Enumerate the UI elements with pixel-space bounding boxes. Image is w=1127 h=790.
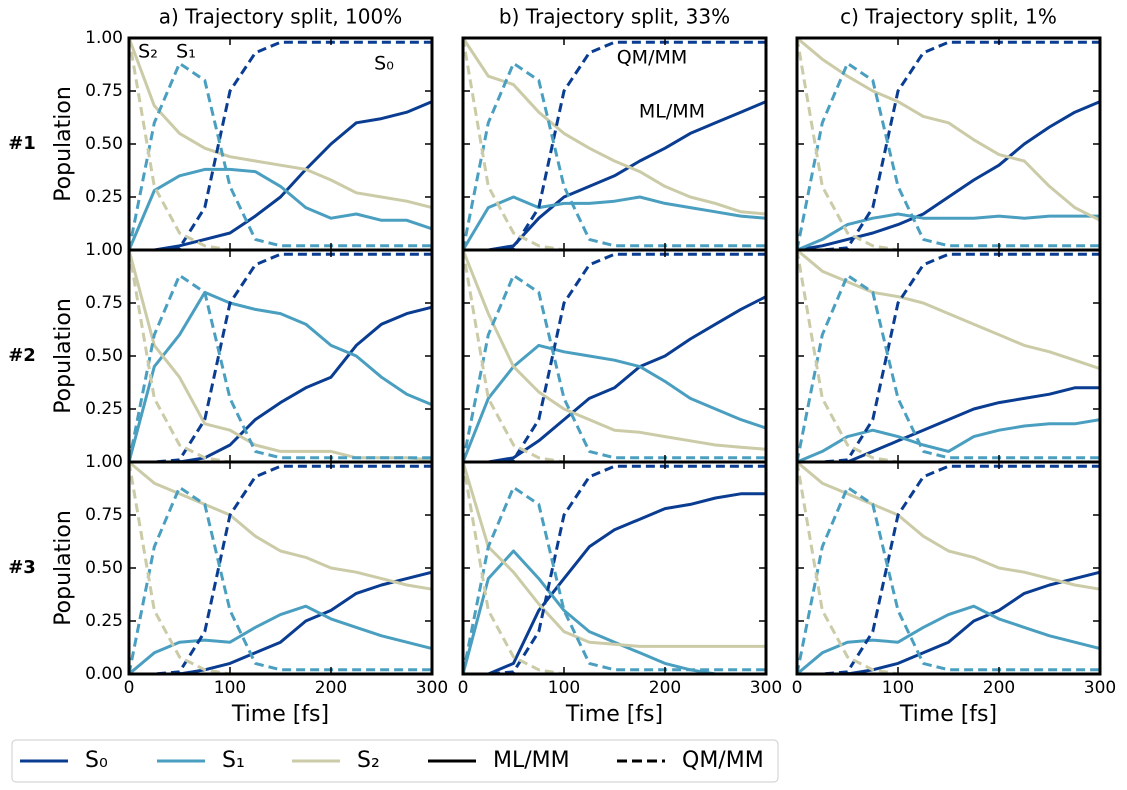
y-axis-label: Population bbox=[51, 86, 76, 202]
y-axis-label: Population bbox=[51, 510, 76, 626]
qm-line bbox=[129, 40, 432, 252]
qm-line bbox=[129, 252, 432, 464]
x-tick-label: 300 bbox=[416, 678, 448, 698]
ml-line bbox=[796, 100, 1101, 252]
y-tick-label: 1.00 bbox=[85, 240, 123, 260]
qm-line bbox=[461, 485, 766, 675]
ml-line bbox=[796, 248, 1101, 371]
ml-line bbox=[463, 492, 766, 676]
x-axis-label: Time [fs] bbox=[231, 702, 329, 727]
qm-line bbox=[795, 61, 1100, 251]
ml-line bbox=[796, 604, 1101, 676]
ml-line bbox=[796, 212, 1100, 252]
qm-line bbox=[127, 249, 432, 464]
annotation: S₂ bbox=[138, 41, 158, 63]
plot-frame bbox=[461, 36, 768, 252]
qm-line bbox=[463, 252, 766, 464]
x-axis-label: Time [fs] bbox=[565, 702, 663, 727]
ml-line bbox=[127, 249, 433, 462]
row-label: #1 bbox=[8, 133, 36, 154]
ml-line bbox=[129, 100, 433, 252]
ml-line bbox=[127, 37, 433, 210]
legend-box bbox=[11, 739, 779, 783]
qm-line bbox=[127, 61, 432, 251]
x-tick-label: 300 bbox=[750, 678, 782, 698]
ml-line bbox=[463, 100, 767, 252]
x-tick-label: 0 bbox=[792, 678, 803, 698]
x-tick-label: 100 bbox=[882, 678, 914, 698]
ml-line bbox=[796, 418, 1101, 464]
y-tick-label: 0.25 bbox=[85, 611, 123, 631]
x-tick-label: 300 bbox=[1084, 678, 1116, 698]
ml-line bbox=[129, 570, 433, 676]
legend-label: S₂ bbox=[357, 748, 380, 773]
legend-label: ML/MM bbox=[493, 748, 570, 773]
qm-line bbox=[797, 464, 1100, 676]
x-tick-label: 100 bbox=[548, 678, 580, 698]
qm-line bbox=[797, 252, 1100, 464]
y-tick-label: 0.50 bbox=[85, 558, 123, 578]
y-tick-label: 0.00 bbox=[85, 664, 123, 684]
y-tick-label: 0.75 bbox=[85, 81, 123, 101]
ml-line bbox=[127, 167, 433, 251]
qm-line bbox=[463, 464, 766, 676]
annotation: ML/MM bbox=[639, 101, 705, 123]
y-tick-label: 0.50 bbox=[85, 134, 123, 154]
x-axis-label: Time [fs] bbox=[899, 702, 997, 727]
legend-label: QM/MM bbox=[682, 748, 764, 773]
qm-line bbox=[129, 464, 432, 676]
qm-line bbox=[461, 61, 766, 251]
y-tick-label: 0.75 bbox=[85, 293, 123, 313]
ml-line bbox=[463, 295, 767, 464]
plot-frame bbox=[127, 248, 434, 464]
annotation: S₁ bbox=[176, 41, 196, 63]
ml-line bbox=[461, 249, 767, 451]
x-tick-label: 100 bbox=[214, 678, 246, 698]
qm-line bbox=[797, 40, 1100, 252]
row-label: #3 bbox=[8, 557, 36, 578]
legend-label: S₁ bbox=[222, 748, 245, 773]
ml-line bbox=[797, 570, 1101, 676]
qm-line bbox=[461, 37, 766, 252]
row-label: #2 bbox=[8, 345, 36, 366]
x-tick-label: 200 bbox=[649, 678, 681, 698]
x-tick-label: 200 bbox=[983, 678, 1015, 698]
y-tick-label: 0.25 bbox=[85, 187, 123, 207]
ml-line bbox=[796, 36, 1101, 222]
plot-frame bbox=[795, 248, 1102, 464]
ml-line bbox=[461, 37, 767, 216]
ml-line bbox=[461, 549, 766, 676]
qm-line bbox=[795, 485, 1100, 675]
ml-line bbox=[127, 290, 433, 463]
y-tick-label: 0.75 bbox=[85, 505, 123, 525]
x-tick-label: 0 bbox=[124, 678, 135, 698]
panel-title: a) Trajectory split, 100% bbox=[159, 5, 403, 29]
ml-line bbox=[461, 195, 767, 251]
annotation: QM/MM bbox=[617, 47, 688, 69]
y-tick-label: 0.25 bbox=[85, 399, 123, 419]
qm-line bbox=[127, 485, 432, 675]
y-tick-label: 0.50 bbox=[85, 346, 123, 366]
x-tick-label: 200 bbox=[315, 678, 347, 698]
x-tick-label: 0 bbox=[458, 678, 469, 698]
legend-label: S₀ bbox=[85, 748, 108, 773]
y-tick-label: 1.00 bbox=[85, 28, 123, 48]
ml-line bbox=[128, 460, 433, 591]
ml-line bbox=[796, 460, 1101, 591]
panel-title: c) Trajectory split, 1% bbox=[840, 5, 1057, 29]
qm-line bbox=[461, 273, 766, 463]
ml-line bbox=[129, 305, 433, 464]
ml-line bbox=[461, 461, 766, 648]
annotation: S₀ bbox=[374, 53, 394, 75]
qm-line bbox=[795, 249, 1100, 464]
ml-line bbox=[128, 604, 433, 676]
y-axis-label: Population bbox=[51, 298, 76, 414]
qm-line bbox=[127, 273, 432, 463]
y-tick-label: 1.00 bbox=[85, 452, 123, 472]
qm-line bbox=[463, 40, 766, 252]
panel-title: b) Trajectory split, 33% bbox=[499, 5, 730, 29]
qm-line bbox=[795, 273, 1100, 463]
